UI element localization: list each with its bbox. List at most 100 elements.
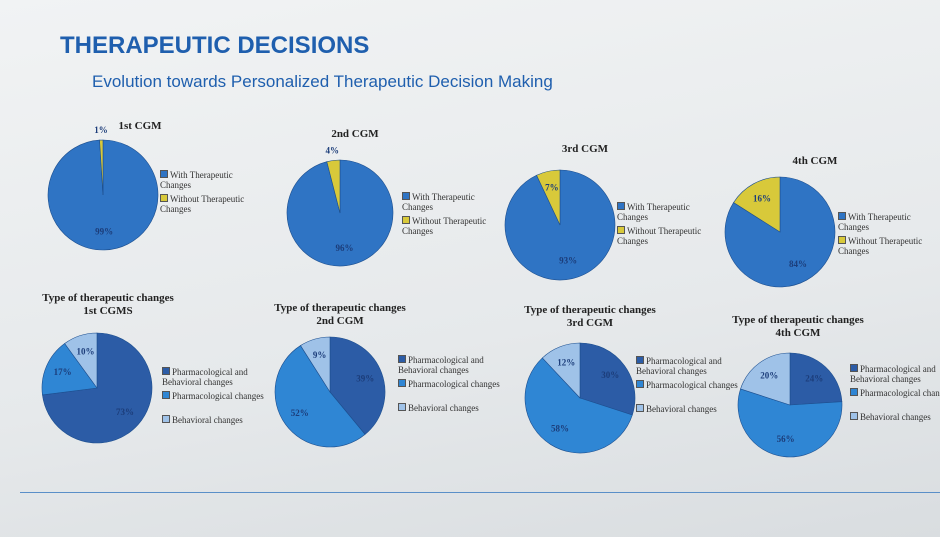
legend-label: With Therapeutic Changes [402, 192, 475, 212]
legend-label: Pharmacological changes [408, 379, 500, 389]
legend-entry: With Therapeutic Changes [160, 170, 265, 190]
legend-swatch [636, 404, 644, 412]
legend-label: Pharmacological and Behavioral changes [162, 367, 248, 387]
pie-slice [737, 388, 843, 458]
value-label: 96% [336, 243, 354, 253]
pie-slice [326, 159, 341, 214]
value-label: 10% [76, 346, 94, 356]
value-label: 99% [95, 226, 113, 236]
legend-entry: Behavioral changes [850, 412, 940, 422]
value-label: 24% [805, 373, 823, 383]
legend-swatch [160, 170, 168, 178]
legend-entry: Without Therapeutic Changes [838, 236, 940, 256]
legend-swatch [162, 415, 170, 423]
pie-slice [536, 169, 561, 226]
pie-slice [274, 345, 366, 448]
value-label: 58% [551, 424, 569, 434]
footer-rule [20, 492, 940, 493]
pie-slice [579, 342, 636, 416]
legend-swatch [398, 379, 406, 387]
legend-label: Without Therapeutic Changes [160, 194, 245, 214]
pie-slice [733, 176, 781, 233]
legend-entry: Without Therapeutic Changes [402, 216, 507, 236]
chart-title: Type of therapeutic changes [42, 292, 174, 304]
value-label: 16% [753, 193, 771, 203]
value-label: 9% [313, 350, 327, 360]
legend-label: Behavioral changes [646, 404, 717, 414]
pie-slice [740, 352, 791, 406]
legend-entry: With Therapeutic Changes [402, 192, 507, 212]
legend-label: Pharmacological and Behavioral changes [636, 356, 722, 376]
pie-slice [99, 139, 104, 196]
pie-slice [524, 357, 633, 454]
slide-title: THERAPEUTIC DECISIONS [60, 32, 370, 59]
value-label: 73% [116, 407, 134, 417]
pie-slice [789, 352, 843, 406]
legend-entry: Behavioral changes [398, 403, 503, 413]
legend-swatch [402, 216, 410, 224]
legend-swatch [636, 380, 644, 388]
legend-swatch [850, 364, 858, 372]
legend-label: With Therapeutic Changes [838, 212, 911, 232]
legend-label: Without Therapeutic Changes [617, 226, 702, 246]
legend-swatch [398, 355, 406, 363]
legend-entry: Pharmacological and Behavioral changes [636, 356, 741, 376]
value-label: 20% [760, 370, 778, 380]
legend-label: Pharmacological changes [860, 388, 940, 398]
chart-title: 3rd CGM [561, 143, 609, 155]
chart-title: 2nd CGM [331, 128, 379, 140]
legend-entry: With Therapeutic Changes [617, 202, 722, 222]
slide-subtitle: Evolution towards Personalized Therapeut… [92, 72, 553, 91]
value-label: 84% [789, 259, 807, 269]
legend-swatch [160, 194, 168, 202]
legend-label: With Therapeutic Changes [160, 170, 233, 190]
legend-entry: Pharmacological and Behavioral changes [850, 364, 940, 384]
legend-label: Pharmacological and Behavioral changes [398, 355, 484, 375]
pie-slice [329, 336, 386, 435]
legend-swatch [850, 388, 858, 396]
legend-label: Pharmacological and Behavioral changes [850, 364, 936, 384]
pie-slice [41, 343, 98, 396]
chart-title: Type of therapeutic changes [274, 302, 406, 314]
chart-title: Type of therapeutic changes [524, 304, 656, 316]
value-label: 17% [54, 367, 72, 377]
legend-swatch [838, 236, 846, 244]
legend-entry: Pharmacological changes [398, 379, 503, 389]
legend-swatch [617, 202, 625, 210]
value-label: 30% [601, 370, 619, 380]
legend-entry: With Therapeutic Changes [838, 212, 940, 232]
pie-slice [64, 332, 98, 389]
chart-title: Type of therapeutic changes [732, 314, 864, 326]
legend-entry: Pharmacological and Behavioral changes [398, 355, 503, 375]
legend-label: Behavioral changes [172, 415, 243, 425]
legend-entry: Pharmacological and Behavioral changes [162, 367, 267, 387]
value-label: 7% [545, 183, 559, 193]
legend-label: Without Therapeutic Changes [838, 236, 923, 256]
value-label: 4% [325, 146, 339, 156]
value-label: 1% [94, 125, 108, 135]
value-label: 52% [291, 408, 309, 418]
pie-slice [300, 336, 331, 394]
legend-swatch [636, 356, 644, 364]
legend-entry: Pharmacological changes [636, 380, 741, 390]
value-label: 39% [356, 373, 374, 383]
legend-swatch [617, 226, 625, 234]
chart-title: 1st CGM [118, 120, 162, 132]
chart-subtitle: 2nd CGM [316, 315, 364, 327]
chart-subtitle: 3rd CGM [566, 317, 614, 329]
legend-swatch [162, 367, 170, 375]
chart-title: 4th CGM [792, 155, 838, 167]
value-label: 12% [557, 357, 575, 367]
legend-label: Behavioral changes [860, 412, 931, 422]
legend-swatch [402, 192, 410, 200]
legend-swatch [162, 391, 170, 399]
legend-swatch [838, 212, 846, 220]
legend-swatch [398, 403, 406, 411]
legend-label: With Therapeutic Changes [617, 202, 690, 222]
value-label: 93% [559, 256, 577, 266]
legend-entry: Without Therapeutic Changes [617, 226, 722, 246]
legend-entry: Pharmacological changes [850, 388, 940, 398]
legend-label: Pharmacological changes [172, 391, 264, 401]
